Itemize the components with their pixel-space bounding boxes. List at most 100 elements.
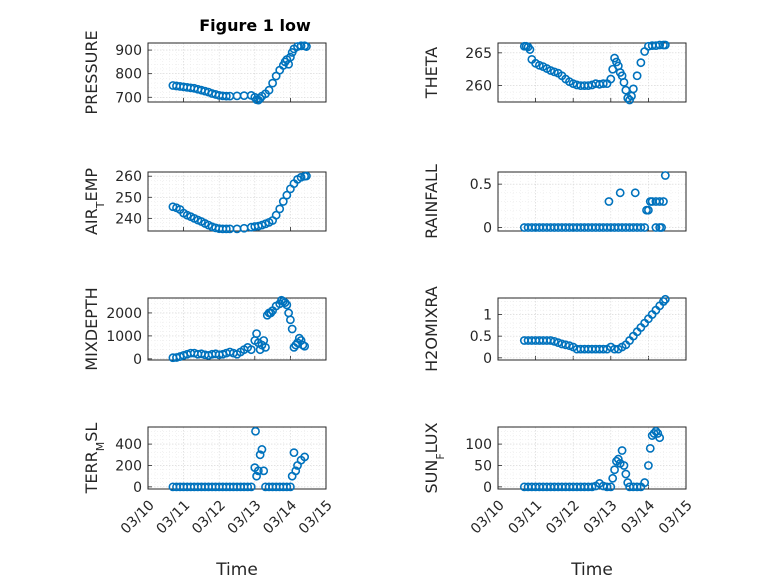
y-tick-label: 100 — [465, 437, 492, 453]
data-point — [649, 429, 659, 438]
subplot-grid: 700 800 900 PRESSURE 260 265 THETA 240 250 260 AIR… — [82, 30, 696, 580]
data-point — [287, 324, 297, 334]
data-point — [255, 345, 265, 355]
y-tick-label: 0 — [483, 351, 492, 367]
data-point — [619, 77, 629, 87]
data-point — [285, 315, 295, 325]
data-point — [257, 445, 267, 454]
data-point — [246, 345, 256, 355]
x-tick-label: 03/15 — [296, 497, 336, 537]
data-point — [294, 333, 304, 343]
subplot-pressure: 700 800 900 PRESSURE — [82, 30, 327, 115]
y-tick-label: 250 — [115, 190, 142, 206]
data-point — [615, 188, 625, 198]
axes-box — [497, 297, 687, 361]
data-point — [630, 188, 640, 198]
y-tick-label: 0 — [133, 480, 142, 496]
data-point — [645, 443, 655, 453]
x-tick-label: 03/15 — [656, 497, 696, 537]
y-axis-label: AIRTEMP — [82, 168, 107, 235]
data-point — [285, 52, 295, 62]
y-tick-label: 0.5 — [470, 177, 492, 193]
y-axis-label: THETA — [422, 47, 441, 99]
plot-area — [147, 426, 327, 490]
data-point — [613, 454, 623, 464]
data-point — [606, 482, 616, 492]
data-point — [300, 341, 310, 351]
x-tick-label: 03/14 — [618, 497, 658, 537]
y-tick-label: 800 — [115, 67, 142, 83]
y-tick-label: 400 — [115, 437, 142, 453]
data-point — [660, 294, 670, 304]
data-point — [278, 197, 288, 206]
data-point — [651, 426, 661, 436]
y-axis-label: H2OMIXRA — [422, 286, 441, 372]
subplot-h2omixra: 0 0.5 1 H2OMIXRA — [422, 286, 687, 372]
data-point — [525, 45, 535, 54]
data-point — [619, 461, 629, 470]
y-tick-label: 50 — [474, 458, 492, 474]
y-tick-label: 0 — [483, 221, 492, 237]
data-point — [302, 42, 311, 51]
data-point — [651, 223, 661, 232]
data-point — [282, 300, 292, 310]
subplot-rainfall: 0 0.5 RAINFALL — [422, 164, 687, 239]
y-tick-label: 700 — [115, 90, 142, 106]
x-tick-label: 03/11 — [154, 497, 194, 537]
x-tick-label: 03/10 — [118, 497, 158, 537]
x-tick-label: 03/13 — [225, 497, 265, 537]
data-point — [285, 482, 295, 492]
x-tick-label: 03/14 — [260, 497, 300, 537]
data-point — [587, 482, 597, 492]
x-axis-label: Time — [570, 560, 613, 580]
y-tick-label: 0 — [133, 352, 142, 368]
data-point — [561, 340, 571, 350]
subplot-air-temp: 240 250 260 AIRTEMP — [82, 168, 327, 235]
data-point — [291, 466, 301, 476]
data-point — [221, 91, 231, 101]
data-point — [296, 41, 306, 51]
y-tick-label: 240 — [115, 211, 142, 227]
data-point — [221, 224, 231, 234]
y-tick-label: 260 — [115, 169, 142, 185]
data-point — [282, 482, 292, 492]
axes-box — [147, 297, 327, 361]
data-point — [632, 71, 642, 81]
y-axis-label: RAINFALL — [422, 164, 441, 239]
data-point — [657, 223, 666, 232]
data-point — [610, 465, 619, 475]
data-point — [534, 60, 544, 70]
plot-area — [147, 171, 327, 232]
data-point — [660, 40, 670, 50]
data-point — [640, 223, 650, 232]
subplot-mixdepth: 0 1000 2000 MIXDEPTH — [82, 287, 327, 371]
y-axis-label: MIXDEPTH — [82, 287, 101, 370]
y-tick-label: 900 — [115, 43, 142, 59]
data-point — [550, 67, 559, 77]
data-point — [252, 329, 261, 338]
data-point — [606, 74, 616, 84]
data-point — [636, 58, 646, 68]
plot-area — [147, 42, 327, 103]
data-point — [255, 450, 265, 460]
data-point — [289, 448, 299, 458]
data-point — [268, 78, 277, 88]
x-tick-label: 03/10 — [468, 497, 508, 537]
data-point — [628, 84, 638, 94]
data-point — [251, 426, 260, 436]
data-point — [266, 308, 276, 318]
data-point — [252, 471, 261, 481]
data-point — [604, 197, 614, 206]
y-tick-label: 0.5 — [470, 329, 492, 345]
data-point — [602, 482, 612, 492]
data-point — [598, 79, 608, 89]
data-point — [623, 478, 633, 487]
data-point — [608, 473, 618, 483]
y-tick-label: 1000 — [106, 329, 142, 345]
data-point — [280, 298, 290, 307]
data-point — [302, 171, 311, 181]
data-point — [632, 482, 642, 492]
data-point — [275, 204, 285, 214]
